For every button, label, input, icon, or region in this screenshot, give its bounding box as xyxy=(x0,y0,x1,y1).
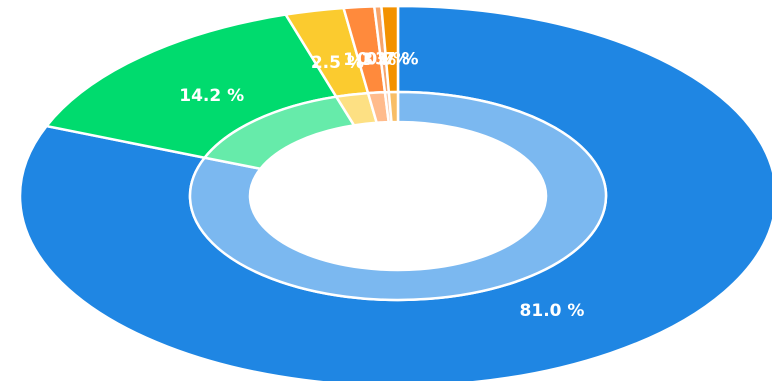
slice-0-label: 81.0 % xyxy=(520,301,585,321)
slice-4-label: 0.3 % xyxy=(357,50,410,70)
slice-5-inner xyxy=(387,90,400,124)
slice-5-label: 0.7 % xyxy=(365,49,418,69)
slice-1-label: 14.2 % xyxy=(179,86,244,106)
slice-3-label: 1.3 % xyxy=(343,50,396,70)
slice-2-label: 2.5 % xyxy=(311,53,364,73)
donut-hole xyxy=(250,122,546,270)
